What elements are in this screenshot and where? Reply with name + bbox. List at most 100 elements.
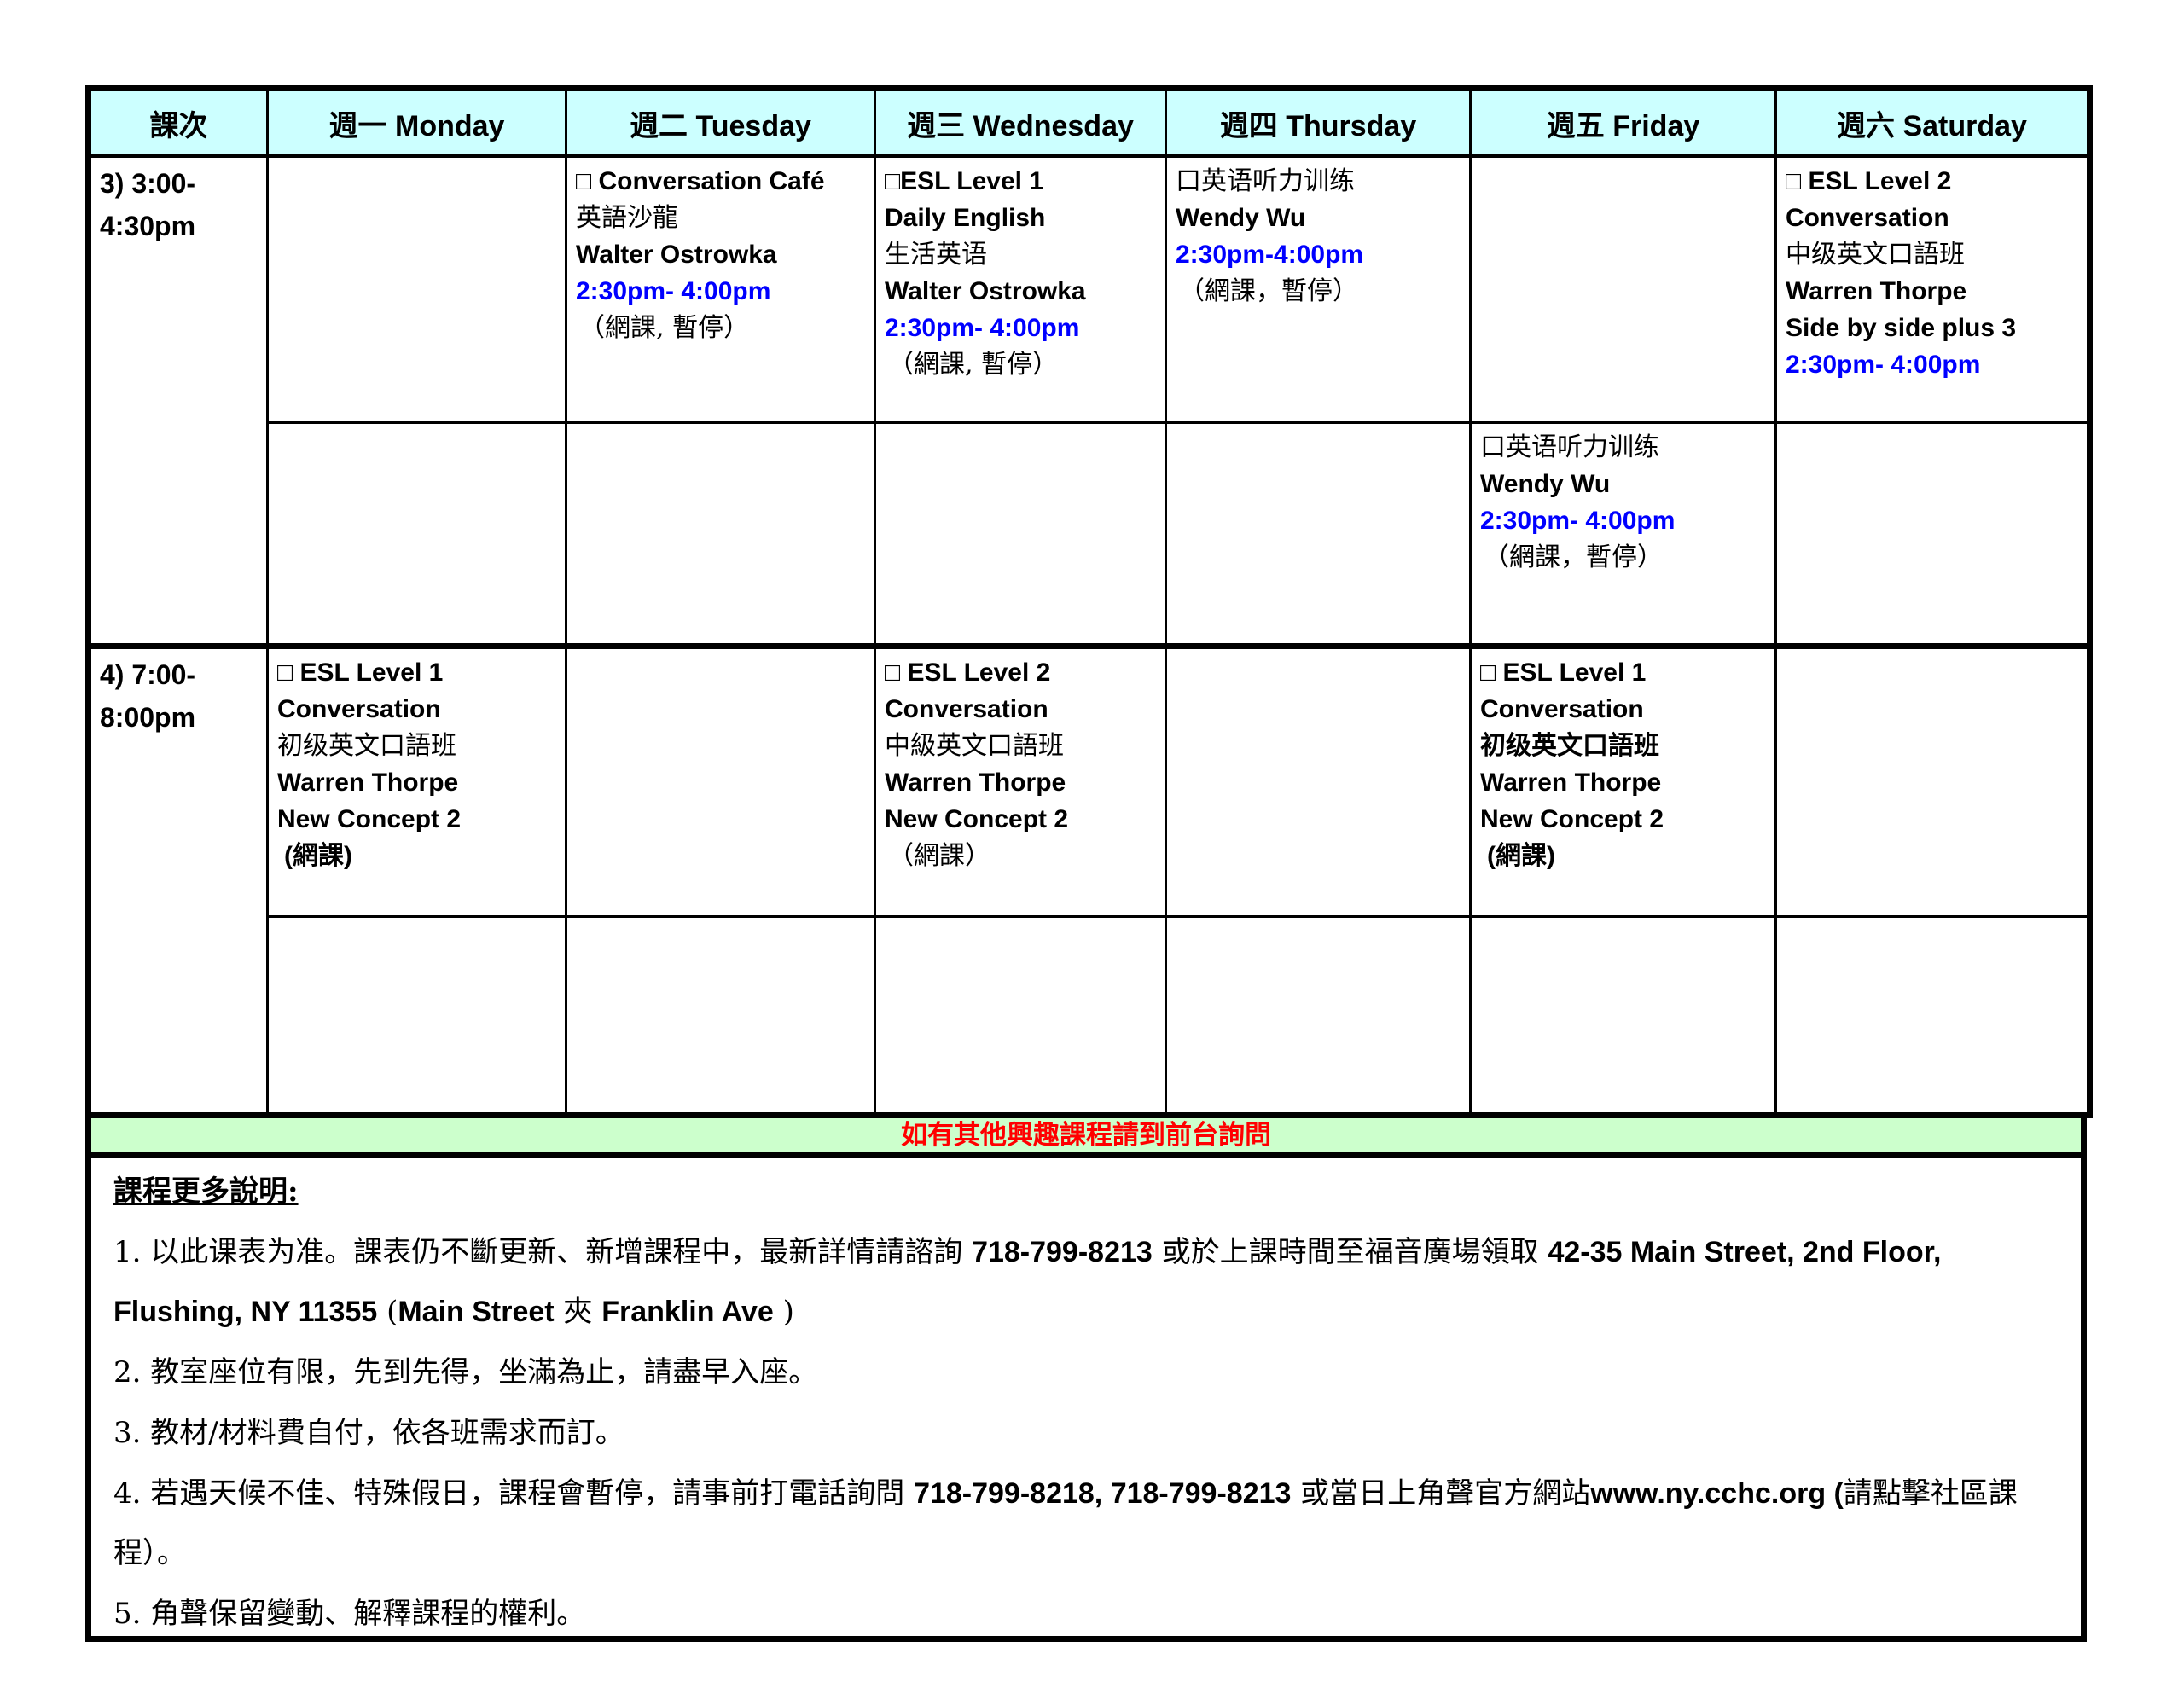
front-desk-inquiry-banner: 如有其他興趣課程請到前台詢問 <box>85 1118 2087 1158</box>
course-title: 口英语听力训练 <box>1176 166 1355 196</box>
note-4-phones: 718-799-8218, 718-799-8213 <box>914 1476 1292 1510</box>
schedule-table: 課次 週一 Monday 週二 Tuesday 週三 Wednesday 週四 … <box>85 85 2093 1118</box>
header-saturday: 週六 Saturday <box>1774 87 2091 158</box>
note-1-paren: ( <box>377 1295 398 1330</box>
course-subtitle: 生活英语 <box>885 240 987 270</box>
course-note: （網課, 暫停） <box>579 313 750 343</box>
cell-tuesday-afternoon-b <box>565 421 876 647</box>
note-4-website: www.ny.cchc.org ( <box>1590 1476 1844 1510</box>
course-notes-section: 課程更多說明: 1. 以此课表为准。課表仍不斷更新、新增課程中，最新詳情請諮詢 … <box>85 1158 2087 1642</box>
cell-tuesday-evening-b <box>565 915 876 1117</box>
time-slot-label-4: 4) 7:00- 8:00pm <box>87 643 269 1117</box>
note-4-text-2: 或當日上角聲官方網站 <box>1291 1476 1591 1511</box>
cell-monday-afternoon-b <box>266 421 567 647</box>
course-textbook: New Concept 2 <box>277 805 462 833</box>
cell-wednesday-afternoon-b <box>874 421 1167 647</box>
class-schedule-sheet: 課次 週一 Monday 週二 Tuesday 週三 Wednesday 週四 … <box>85 85 2093 1642</box>
course-time: 2:30pm-4:00pm <box>1176 241 1364 269</box>
cell-friday-evening: □ ESL Level 1 Conversation 初级英文口語班 Warre… <box>1469 643 1777 918</box>
row-afternoon-b: 口英语听力训练 Wendy Wu 2:30pm- 4:00pm （網課，暫停） <box>89 421 2091 647</box>
header-friday: 週五 Friday <box>1469 87 1777 158</box>
cell-thursday-evening <box>1165 643 1472 918</box>
cell-saturday-afternoon-b <box>1774 421 2091 647</box>
note-1-paren-close: ) <box>773 1295 794 1330</box>
note-5: 5. 角聲保留變動、解釋課程的權利。 <box>113 1597 586 1632</box>
course-title-2: Conversation <box>885 695 1048 723</box>
header-monday: 週一 Monday <box>266 87 567 158</box>
course-teacher: Warren Thorpe <box>885 769 1066 797</box>
cell-wednesday-evening: □ ESL Level 2 Conversation 中級英文口語班 Warre… <box>874 643 1167 918</box>
cell-saturday-evening <box>1774 643 2091 918</box>
course-teacher: Warren Thorpe <box>1480 769 1662 797</box>
course-teacher: Walter Ostrowka <box>576 241 777 269</box>
note-4: 4. 若遇天候不佳、特殊假日，課程會暫停，請事前打電話詢問 718-799-82… <box>113 1464 2060 1584</box>
cell-saturday-evening-b <box>1774 915 2091 1117</box>
note-1-street: Main Street <box>398 1296 555 1329</box>
cell-thursday-evening-b <box>1165 915 1472 1117</box>
course-title-2: Daily English <box>885 204 1046 232</box>
course-teacher: Walter Ostrowka <box>885 277 1086 305</box>
course-title: □ ESL Level 1 <box>277 658 444 687</box>
course-time: 2:30pm- 4:00pm <box>885 314 1080 342</box>
course-teacher: Wendy Wu <box>1480 470 1611 498</box>
note-4-text-3: 請點擊社區課程）。 <box>113 1476 2018 1571</box>
note-1-text-2: 或於上課時間至福音廣場領取 <box>1152 1234 1548 1269</box>
course-teacher: Warren Thorpe <box>277 769 459 797</box>
note-1-address: 42-35 Main Street, 2nd Floor, Flushing, … <box>113 1235 1942 1329</box>
header-wednesday: 週三 Wednesday <box>874 87 1167 158</box>
row-evening-b <box>89 915 2091 1117</box>
cell-wednesday-afternoon: □ESL Level 1 Daily English 生活英语 Walter O… <box>874 154 1167 424</box>
course-title-2: Conversation <box>1480 695 1644 723</box>
note-1-cross-street: Franklin Ave <box>601 1296 774 1329</box>
course-title: □ ESL Level 2 <box>1786 167 1952 195</box>
course-title-2: Conversation <box>277 695 441 723</box>
time-slot-label-3: 3) 3:00- 4:30pm <box>87 154 269 647</box>
note-1-phone: 718-799-8213 <box>972 1235 1153 1268</box>
course-textbook: New Concept 2 <box>1480 805 1664 833</box>
course-subtitle: 初级英文口語班 <box>277 731 456 761</box>
course-title: □ Conversation Café <box>576 167 825 195</box>
course-title: □ESL Level 1 <box>885 167 1043 195</box>
course-title: □ ESL Level 2 <box>885 658 1051 687</box>
cell-wednesday-evening-b <box>874 915 1167 1117</box>
cell-monday-afternoon-a <box>266 154 567 424</box>
header-tuesday: 週二 Tuesday <box>565 87 876 158</box>
course-note: (網課) <box>284 842 352 870</box>
row-evening-a: 4) 7:00- 8:00pm □ ESL Level 1 Conversati… <box>87 643 2091 1117</box>
course-time: 2:30pm- 4:00pm <box>1480 507 1676 535</box>
course-note: （網課，暫停） <box>1484 542 1663 572</box>
cell-saturday-afternoon: □ ESL Level 2 Conversation 中级英文口語班 Warre… <box>1774 154 2091 424</box>
cell-friday-afternoon: 口英语听力训练 Wendy Wu 2:30pm- 4:00pm （網課，暫停） <box>1469 421 1777 647</box>
course-subtitle: 初级英文口語班 <box>1480 732 1659 760</box>
note-3: 3. 教材/材料費自付，依各班需求而訂。 <box>113 1415 624 1450</box>
note-2: 2. 教室座位有限，先到先得，坐滿為止，請盡早入座。 <box>113 1355 818 1390</box>
course-textbook: Side by side plus 3 <box>1786 314 2017 342</box>
note-4-text: 4. 若遇天候不佳、特殊假日，課程會暫停，請事前打電話詢問 <box>113 1476 915 1511</box>
course-note: （網課，暫停） <box>1179 276 1358 306</box>
note-1-text: 1. 以此课表为准。課表仍不斷更新、新增課程中，最新詳情請諮詢 <box>113 1234 973 1269</box>
cell-tuesday-evening <box>565 643 876 918</box>
cell-monday-evening: □ ESL Level 1 Conversation 初级英文口語班 Warre… <box>266 643 567 918</box>
course-textbook: New Concept 2 <box>885 805 1069 833</box>
cell-tuesday-afternoon: □ Conversation Café 英語沙龍 Walter Ostrowka… <box>565 154 876 424</box>
cell-thursday-afternoon: 口英语听力训练 Wendy Wu 2:30pm-4:00pm （網課，暫停） <box>1165 154 1472 424</box>
cell-friday-evening-b <box>1469 915 1777 1117</box>
course-title: 口英语听力训练 <box>1480 432 1659 462</box>
course-title: □ ESL Level 1 <box>1480 658 1647 687</box>
course-note: （網課, 暫停） <box>888 350 1059 380</box>
course-teacher: Wendy Wu <box>1176 204 1306 232</box>
course-subtitle: 英語沙龍 <box>576 203 678 233</box>
header-lesson-number: 課次 <box>87 87 269 158</box>
note-1: 1. 以此课表为准。課表仍不斷更新、新增課程中，最新詳情請諮詢 718-799-… <box>113 1222 2060 1343</box>
course-title-2: Conversation <box>1786 204 1949 232</box>
header-row: 課次 週一 Monday 週二 Tuesday 週三 Wednesday 週四 … <box>87 87 2091 158</box>
course-note: （網課） <box>888 841 990 871</box>
course-note: (網課) <box>1487 842 1555 870</box>
course-time: 2:30pm- 4:00pm <box>576 277 771 305</box>
course-subtitle: 中级英文口語班 <box>1786 240 1965 270</box>
notes-title: 課程更多說明: <box>113 1175 299 1209</box>
cell-thursday-afternoon-b <box>1165 421 1472 647</box>
header-thursday: 週四 Thursday <box>1165 87 1472 158</box>
course-subtitle: 中級英文口語班 <box>885 731 1064 761</box>
row-afternoon-a: 3) 3:00- 4:30pm □ Conversation Café 英語沙龍… <box>87 154 2091 647</box>
